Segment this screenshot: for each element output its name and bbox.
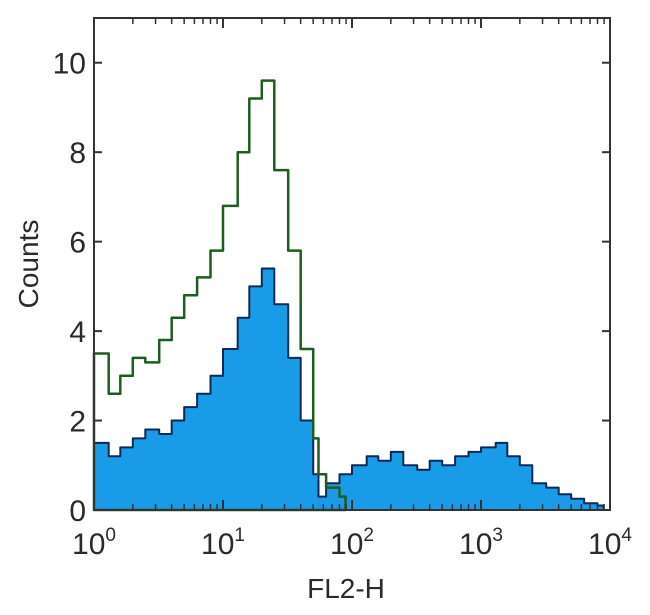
axis-ticks [93,18,611,511]
plot-area [92,79,605,512]
x-tick-label-2: 102 [330,525,374,561]
tick-labels: 0 2 4 6 8 10 100 101 102 103 104 [53,48,633,561]
y-axis-title: Counts [13,220,44,309]
y-tick-label-6: 6 [69,227,86,260]
y-tick-label-8: 8 [69,137,86,170]
y-tick-label-0: 0 [69,495,86,528]
series-overlay-histogram [92,79,347,512]
y-tick-label-2: 2 [69,406,86,439]
y-tick-label-4: 4 [69,316,86,349]
x-tick-label-3: 103 [459,525,503,561]
x-tick-label-0: 100 [72,525,116,561]
x-tick-label-4: 104 [588,525,632,561]
series-filled-histogram [93,267,605,511]
x-tick-label-1: 101 [201,525,245,561]
y-tick-label-10: 10 [53,48,86,81]
x-axis-title: FL2-H [307,573,385,604]
